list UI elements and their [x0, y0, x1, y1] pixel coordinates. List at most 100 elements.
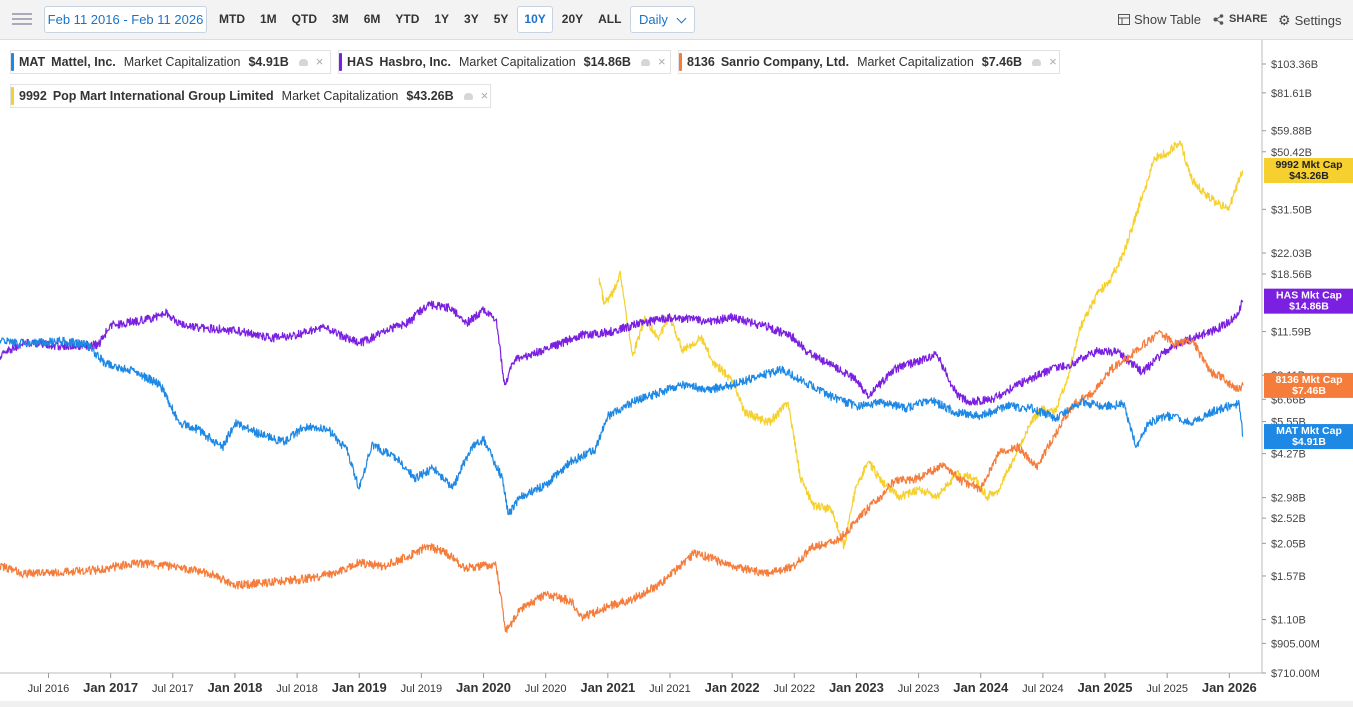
- share-label: SHARE: [1229, 13, 1268, 25]
- x-tick-label: Jul 2020: [525, 683, 567, 695]
- period-1y[interactable]: 1Y: [434, 12, 450, 26]
- x-tick-label: Jan 2020: [456, 680, 511, 695]
- close-icon[interactable]: ×: [1049, 54, 1057, 69]
- end-label-name: HAS Mkt Cap: [1276, 290, 1342, 302]
- gear-icon: ⚙: [1278, 12, 1291, 28]
- show-table-button[interactable]: Show Table: [1118, 12, 1201, 27]
- legend-metric: Market Capitalization: [458, 55, 576, 69]
- y-tick-label: $103.36B: [1271, 59, 1318, 71]
- visibility-toggle-icon[interactable]: [1032, 59, 1042, 67]
- legend-ticker: HAS: [347, 55, 374, 69]
- x-tick-label: Jan 2018: [207, 680, 262, 695]
- legend-item-9992: 9992 Pop Mart International Group Limited…: [10, 84, 491, 108]
- end-value-badge: [1264, 288, 1353, 314]
- table-icon: [1118, 14, 1130, 25]
- legend-value: $43.26B: [406, 89, 454, 103]
- end-label-value: $7.46B: [1292, 385, 1326, 397]
- legend-item-8136: 8136 Sanrio Company, Ltd. Market Capitaliz…: [678, 50, 1060, 74]
- legend-company: Mattel, Inc.: [51, 55, 116, 69]
- chevron-down-icon: [676, 13, 687, 24]
- period-20y[interactable]: 20Y: [561, 12, 584, 26]
- end-label-value: $4.91B: [1292, 436, 1326, 448]
- x-tick-label: Jan 2025: [1078, 680, 1133, 695]
- x-tick-label: Jan 2023: [829, 680, 884, 695]
- y-tick-label: $31.50B: [1271, 204, 1312, 216]
- period-1m[interactable]: 1M: [260, 12, 277, 26]
- legend-color-bar: [11, 53, 14, 71]
- y-tick-label: $50.42B: [1271, 147, 1312, 159]
- share-button[interactable]: SHARE: [1213, 13, 1268, 25]
- close-icon[interactable]: ×: [657, 54, 666, 69]
- period-6m[interactable]: 6M: [363, 12, 381, 26]
- end-value-badge: [1264, 157, 1353, 183]
- end-label-name: 8136 Mkt Cap: [1275, 374, 1342, 386]
- x-tick-label: Jul 2019: [401, 683, 443, 695]
- period-mtd[interactable]: MTD: [219, 12, 245, 26]
- end-value-badge: [1264, 372, 1353, 398]
- legend-value: $14.86B: [583, 55, 631, 69]
- y-tick-label: $1.10B: [1271, 614, 1306, 626]
- legend-company: Hasbro, Inc.: [379, 55, 451, 69]
- interval-dropdown[interactable]: Daily: [630, 6, 695, 33]
- legend-value: $7.46B: [981, 55, 1023, 69]
- visibility-toggle-icon[interactable]: [640, 59, 650, 67]
- x-tick-label: Jan 2026: [1202, 680, 1257, 695]
- series-line-mat: [0, 336, 1244, 516]
- x-tick-label: Jul 2016: [28, 683, 70, 695]
- horizontal-scrollbar[interactable]: [0, 701, 1353, 707]
- y-tick-label: $4.27B: [1271, 449, 1306, 461]
- legend-ticker: 8136: [687, 55, 715, 69]
- close-icon[interactable]: ×: [480, 88, 489, 103]
- legend-color-bar: [11, 87, 14, 105]
- legend-ticker: MAT: [19, 55, 46, 69]
- close-icon[interactable]: ×: [315, 54, 324, 69]
- x-tick-label: Jul 2025: [1146, 683, 1188, 695]
- legend-item-mat: MAT Mattel, Inc. Market Capitalization $4.9…: [10, 50, 331, 74]
- date-range-picker[interactable]: Feb 11 2016 - Feb 11 2026: [44, 6, 207, 33]
- period-3y[interactable]: 3Y: [464, 12, 479, 26]
- toolbar: Feb 11 2016 - Feb 11 2026 MTD 1M QTD 3M …: [0, 0, 1353, 40]
- visibility-toggle-icon[interactable]: [463, 93, 473, 101]
- x-tick-label: Jan 2017: [83, 680, 138, 695]
- end-label-value: $14.86B: [1289, 301, 1329, 313]
- period-all[interactable]: ALL: [598, 12, 622, 26]
- series-line-has: [0, 299, 1244, 406]
- period-10y[interactable]: 10Y: [517, 6, 553, 33]
- x-tick-label: Jul 2022: [773, 683, 815, 695]
- period-selector: MTD 1M QTD 3M 6M YTD 1Y 3Y 5Y 10Y 20Y AL…: [213, 6, 630, 33]
- end-label-name: MAT Mkt Cap: [1276, 425, 1342, 437]
- share-icon: [1213, 13, 1224, 25]
- series-line-9992: [598, 140, 1244, 550]
- interval-label: Daily: [639, 12, 668, 27]
- x-tick-label: Jan 2024: [953, 680, 1009, 695]
- y-tick-label: $22.03B: [1271, 248, 1312, 260]
- period-qtd[interactable]: QTD: [291, 12, 318, 26]
- y-tick-label: $1.57B: [1271, 571, 1306, 583]
- period-ytd[interactable]: YTD: [395, 12, 420, 26]
- legend-metric: Market Capitalization: [281, 89, 399, 103]
- legend-metric: Market Capitalization: [123, 55, 241, 69]
- period-3m[interactable]: 3M: [332, 12, 349, 26]
- y-tick-label: $710.00M: [1271, 668, 1320, 680]
- end-value-badge: [1264, 424, 1353, 450]
- y-tick-label: $11.59B: [1271, 327, 1311, 339]
- legend-company: Sanrio Company, Ltd.: [720, 55, 850, 69]
- market-cap-chart: $103.36B $81.61B $59.88B $50.42B $31.50B $22.…: [0, 40, 1353, 701]
- x-tick-label: Jul 2017: [152, 683, 194, 695]
- legend-item-has: HAS Hasbro, Inc. Market Capitalization $14.…: [338, 50, 671, 74]
- legend-metric: Market Capitalization: [857, 55, 974, 69]
- x-tick-label: Jul 2021: [649, 683, 691, 695]
- y-tick-label: $59.88B: [1271, 126, 1312, 138]
- end-label-name: 9992 Mkt Cap: [1275, 159, 1342, 171]
- settings-label: Settings: [1294, 13, 1342, 28]
- x-tick-label: Jul 2018: [276, 683, 318, 695]
- visibility-toggle-icon[interactable]: [298, 59, 308, 67]
- y-tick-label: $905.00M: [1271, 638, 1320, 650]
- y-tick-label: $18.56B: [1271, 269, 1312, 281]
- y-tick-label: $2.52B: [1271, 513, 1306, 525]
- show-table-label: Show Table: [1134, 12, 1201, 27]
- collapse-menu-icon[interactable]: [12, 10, 32, 28]
- x-tick-label: Jan 2022: [705, 680, 760, 695]
- settings-button[interactable]: ⚙ Settings: [1278, 12, 1342, 29]
- period-5y[interactable]: 5Y: [493, 12, 509, 26]
